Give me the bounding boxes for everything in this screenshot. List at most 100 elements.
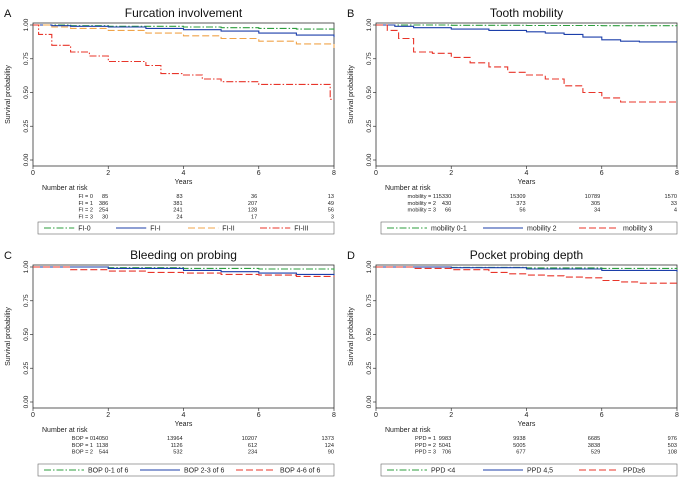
risk-value: 612 — [248, 443, 257, 449]
legend — [37, 221, 335, 235]
risk-value: 30 — [102, 214, 108, 220]
x-tick-label: 8 — [675, 412, 679, 419]
legend-label: FI-I — [150, 225, 161, 232]
risk-value: 5041 — [439, 443, 451, 449]
x-tick-label: 6 — [600, 412, 604, 419]
legend — [380, 463, 678, 477]
y-tick-label: 0.25 — [366, 120, 373, 133]
series-line-1 — [376, 266, 678, 272]
risk-row-label: mobility = 2 — [408, 201, 436, 207]
risk-row-label: PPD = 2 — [415, 443, 436, 449]
risk-value: 1373 — [322, 436, 334, 442]
risk-value: 56 — [328, 208, 334, 214]
risk-value: 706 — [442, 450, 451, 456]
risk-row-label: PPD = 3 — [415, 450, 436, 456]
panel-letter: D — [347, 250, 355, 262]
y-tick-label: 1.00 — [23, 260, 30, 273]
risk-value: 532 — [173, 450, 182, 456]
y-tick-label: 1.00 — [366, 260, 373, 273]
risk-value: 4 — [674, 208, 677, 214]
risk-value: 3838 — [588, 443, 600, 449]
risk-row-label: FI = 3 — [79, 214, 93, 220]
risk-row-label: PPD = 1 — [415, 436, 436, 442]
risk-value: 90 — [328, 450, 334, 456]
series-line-0 — [376, 24, 678, 27]
legend-label: BOP 4-6 of 6 — [280, 467, 320, 474]
legend — [37, 463, 335, 477]
x-axis-label: Years — [175, 179, 193, 186]
y-tick-label: 0.75 — [366, 294, 373, 307]
risk-value: 241 — [173, 208, 182, 214]
x-axis-label: Years — [518, 179, 536, 186]
legend-label: FI-III — [294, 225, 308, 232]
risk-value: 15330 — [436, 194, 452, 200]
x-tick-label: 6 — [600, 170, 604, 177]
panel-a: A Furcation involvement 0.00 0.25 0.50 0.75 1.… — [4, 6, 336, 235]
x-tick-label: 0 — [31, 170, 35, 177]
panel-letter: B — [347, 8, 354, 20]
risk-value: 6685 — [588, 436, 600, 442]
risk-row-label: BOP = 1 — [72, 443, 93, 449]
risk-value: 36 — [251, 194, 257, 200]
risk-value: 56 — [519, 208, 525, 214]
x-tick-label: 4 — [182, 412, 186, 419]
x-tick-label: 4 — [182, 170, 186, 177]
risk-value: 1570 — [665, 194, 677, 200]
x-tick-label: 4 — [525, 170, 529, 177]
risk-value: 13 — [328, 194, 334, 200]
risk-value: 10207 — [242, 436, 258, 442]
y-tick-label: 0.75 — [23, 52, 30, 65]
risk-row-label: FI = 2 — [79, 208, 93, 214]
x-axis-label: Years — [518, 421, 536, 428]
panel-b: B Tooth mobility 0.00 0.25 0.50 0.75 1.00 Survi… — [347, 6, 679, 235]
risk-table-heading: Number at risk — [385, 427, 431, 434]
risk-value: 83 — [176, 194, 182, 200]
series-line-1 — [33, 266, 335, 276]
plot-area — [32, 22, 335, 167]
x-tick-label: 4 — [525, 412, 529, 419]
legend-label: PPD 4,5 — [527, 467, 553, 474]
risk-value: 430 — [442, 201, 451, 207]
risk-value: 14050 — [93, 436, 109, 442]
y-tick-label: 0.00 — [23, 395, 30, 408]
series-line-1 — [33, 24, 335, 38]
risk-value: 9938 — [513, 436, 525, 442]
y-tick-label: 0.00 — [366, 395, 373, 408]
x-tick-label: 0 — [374, 170, 378, 177]
risk-value: 544 — [99, 450, 108, 456]
series-line-2 — [33, 266, 335, 278]
series-line-2 — [376, 24, 677, 103]
risk-row-label: FI = 1 — [79, 201, 93, 207]
legend-label: BOP 0-1 of 6 — [88, 467, 128, 474]
risk-value: 1138 — [96, 443, 108, 449]
y-tick-label: 0.75 — [23, 294, 30, 307]
chart-title: Tooth mobility — [490, 6, 563, 20]
risk-table-heading: Number at risk — [42, 427, 88, 434]
risk-value: 3 — [331, 214, 334, 220]
y-axis-label: Survival probability — [348, 65, 355, 124]
chart-title: Pocket probing depth — [470, 248, 583, 262]
risk-value: 34 — [594, 208, 600, 214]
risk-row-label: FI = 0 — [79, 194, 93, 200]
series-line-0 — [33, 24, 335, 30]
risk-value: 10789 — [585, 194, 601, 200]
x-tick-label: 2 — [449, 412, 453, 419]
risk-value: 9983 — [439, 436, 451, 442]
risk-table-heading: Number at risk — [385, 185, 431, 192]
plot-area — [375, 264, 678, 409]
plot-area — [32, 264, 335, 409]
y-tick-label: 0.25 — [366, 362, 373, 375]
risk-value: 677 — [516, 450, 525, 456]
legend-label: PPD <4 — [431, 467, 455, 474]
y-tick-label: 0.75 — [366, 52, 373, 65]
risk-value: 1126 — [171, 443, 183, 449]
y-tick-label: 0.50 — [23, 328, 30, 341]
y-tick-label: 1.00 — [366, 18, 373, 31]
series-line-3 — [33, 24, 334, 100]
risk-value: 381 — [173, 201, 182, 207]
legend-label: FI-II — [222, 225, 234, 232]
y-tick-label: 1.00 — [23, 18, 30, 31]
y-tick-label: 0.00 — [23, 153, 30, 166]
